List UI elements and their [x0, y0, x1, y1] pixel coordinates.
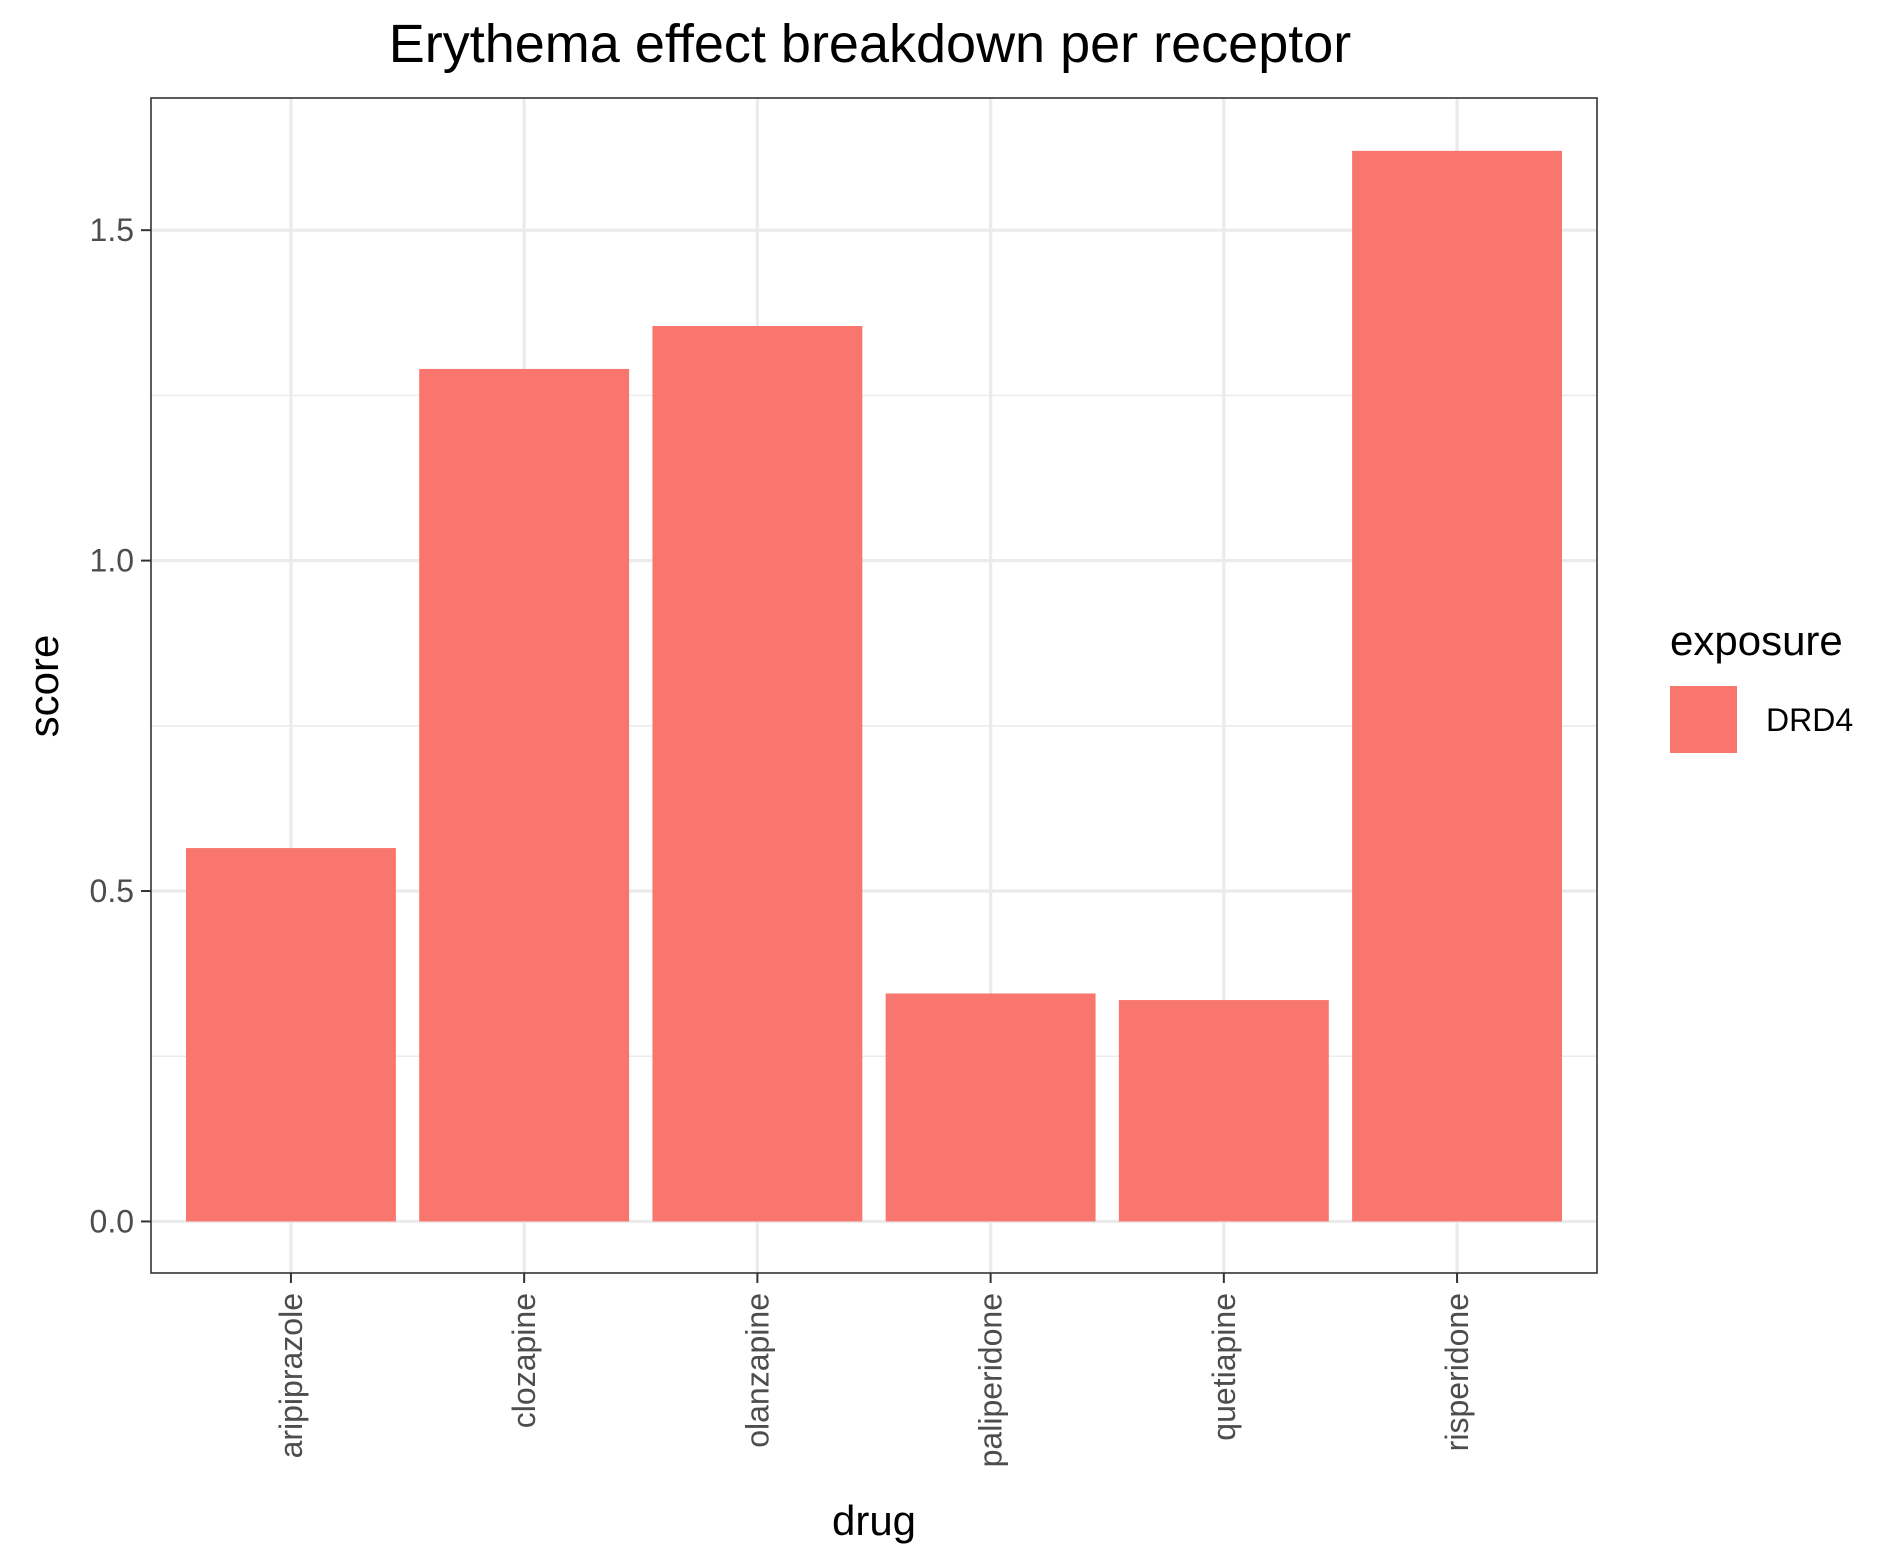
- x-tick-label: aripiprazole: [273, 1293, 309, 1458]
- bar-aripiprazole: [185, 848, 396, 1222]
- y-axis-title: score: [20, 635, 67, 738]
- x-tick-label: clozapine: [506, 1293, 542, 1428]
- y-tick-label: 0.5: [90, 873, 134, 909]
- legend-key: [1670, 686, 1737, 753]
- legend-title: exposure: [1670, 617, 1843, 664]
- x-tick-label: olanzapine: [739, 1293, 775, 1448]
- bars: [185, 150, 1563, 1222]
- bar-quetiapine: [1118, 1000, 1329, 1222]
- x-tick-label: quetiapine: [1206, 1293, 1242, 1441]
- panel-border: [150, 97, 1598, 1274]
- x-tick-label: paliperidone: [973, 1293, 1009, 1467]
- legend: exposure DRD4: [1670, 617, 1853, 753]
- x-tick-label: risperidone: [1439, 1293, 1475, 1451]
- y-tick-label: 1.0: [90, 543, 134, 579]
- x-axis-title: drug: [832, 1497, 916, 1544]
- bar-risperidone: [1352, 150, 1563, 1222]
- y-tick-label: 1.5: [90, 212, 134, 248]
- chart-title: Erythema effect breakdown per receptor: [389, 14, 1352, 74]
- y-axis: 0.0 0.5 1.0 1.5: [90, 212, 151, 1239]
- legend-label: DRD4: [1766, 702, 1853, 738]
- bar-olanzapine: [652, 325, 863, 1222]
- x-axis: aripiprazole clozapine olanzapine paliperid…: [273, 1273, 1475, 1467]
- bar-clozapine: [419, 368, 630, 1222]
- bar-paliperidone: [885, 993, 1096, 1222]
- y-tick-label: 0.0: [90, 1203, 134, 1239]
